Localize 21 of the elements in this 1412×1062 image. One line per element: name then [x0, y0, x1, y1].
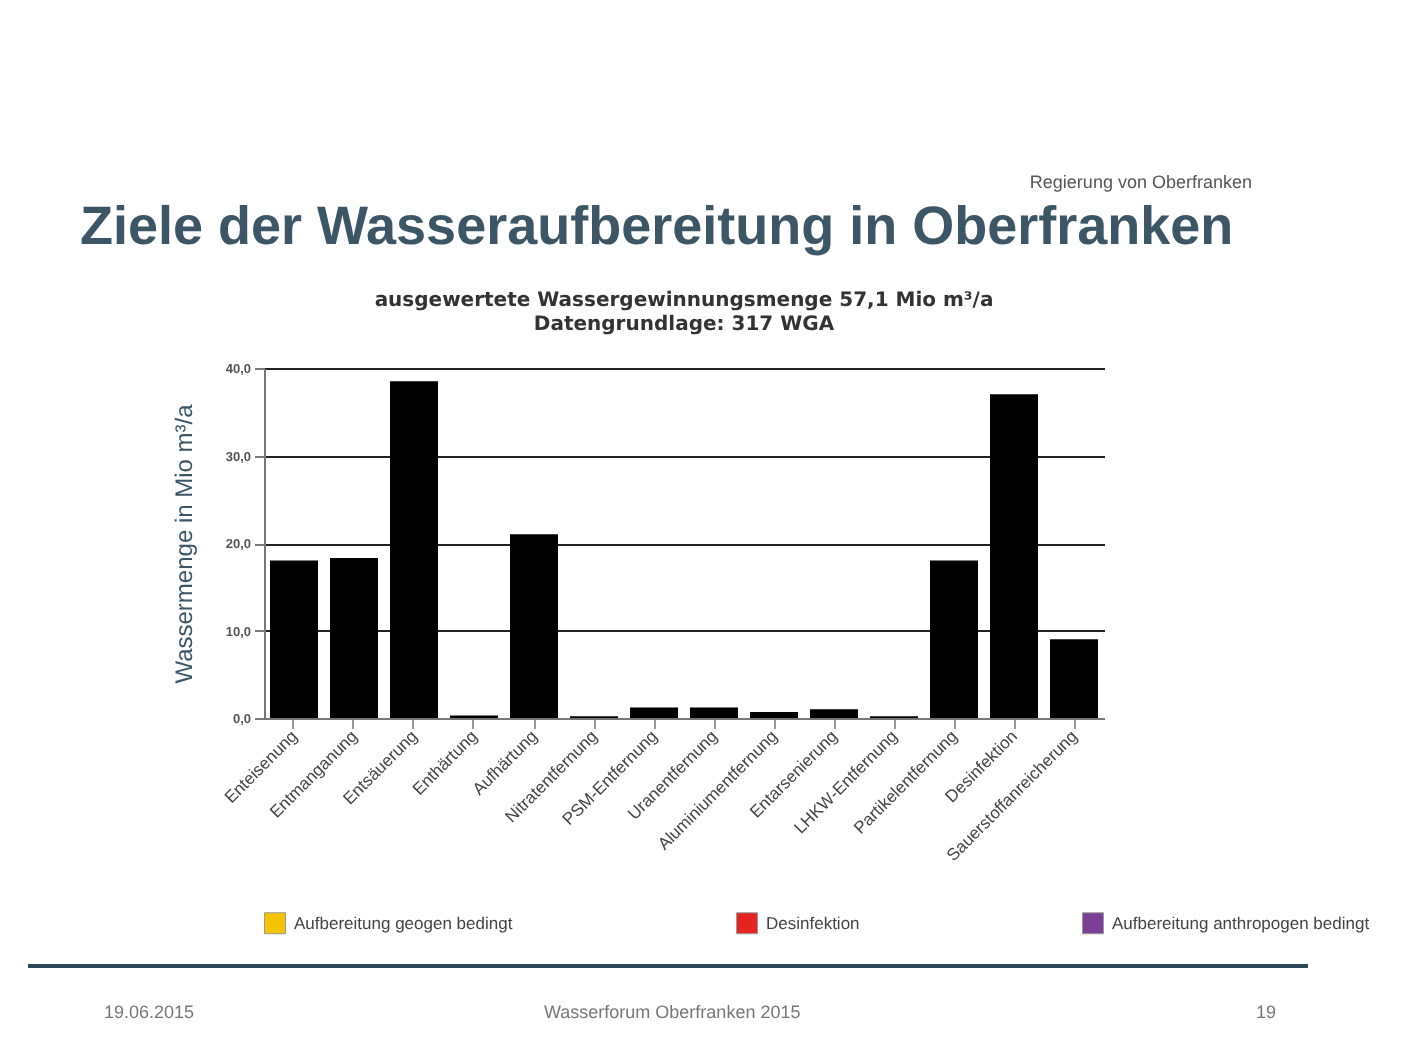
text: Regierung von Oberfranken [1029, 172, 1252, 192]
text: 19 [1256, 1002, 1277, 1022]
bar [990, 394, 1038, 718]
bar [810, 709, 858, 718]
y-axis-title: Wassermenge in Mio m³/a [169, 403, 198, 684]
bar [390, 381, 438, 718]
legend-label: Aufbereitung anthropogen bedingt [1112, 913, 1371, 934]
bar [750, 711, 798, 718]
legend-label: Aufbereitung geogen bedingt [294, 913, 514, 934]
chart-title: Ziele der Wasseraufbereitung in Oberfranken [80, 196, 1234, 258]
bar [690, 707, 738, 718]
bar [1050, 639, 1098, 718]
text: 19.06.2015 [104, 1002, 195, 1022]
chart-subtitle: ausgewertete Wassergewinnungsmenge 57,1 Mio m³/a Datengrundlage: 317 WGA [374, 290, 994, 336]
bar [630, 707, 678, 718]
bar [510, 534, 558, 718]
bar [270, 560, 318, 718]
bar [330, 557, 378, 718]
bar [930, 560, 978, 718]
legend-label: Desinfektion [766, 913, 861, 934]
text: Wasserforum Oberfranken 2015 [544, 1002, 801, 1022]
